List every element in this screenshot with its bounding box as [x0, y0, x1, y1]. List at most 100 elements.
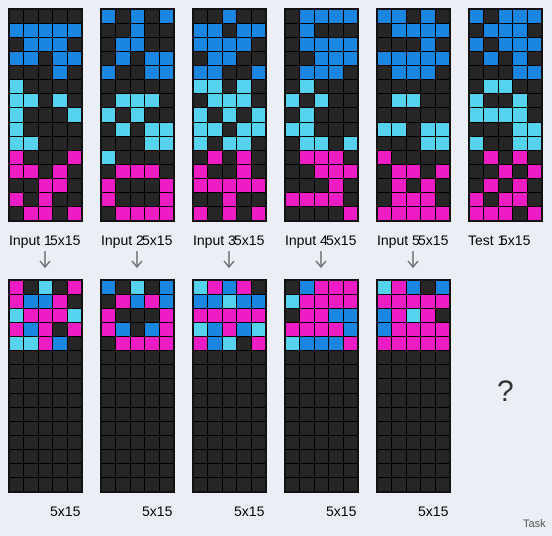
grid-cell	[116, 379, 130, 393]
grid-cell	[222, 309, 237, 323]
grid-cell	[53, 108, 67, 122]
output-grid-3	[192, 279, 267, 493]
grid-cell	[421, 164, 435, 178]
grid-cell	[343, 379, 357, 393]
grid-cell	[498, 80, 513, 94]
grid-cell	[421, 108, 435, 122]
grid-cell	[10, 323, 24, 337]
grid-cell	[378, 178, 392, 192]
grid-cell	[435, 295, 449, 309]
grid-cell	[286, 281, 300, 295]
grid-cell	[392, 178, 406, 192]
grid-cell	[421, 435, 435, 449]
grid-cell	[116, 136, 130, 150]
grid-cell	[102, 323, 116, 337]
grid-cell	[159, 463, 173, 477]
grid-cell	[435, 38, 449, 52]
grid-cell	[392, 281, 406, 295]
grid-cell	[159, 449, 173, 463]
grid-cell	[159, 295, 173, 309]
grid-cell	[116, 80, 130, 94]
grid-cell	[286, 449, 300, 463]
grid-cell	[329, 435, 343, 449]
grid-cell	[300, 421, 314, 435]
grid-cell	[24, 206, 38, 220]
grid-cell	[343, 309, 357, 323]
grid-cell	[102, 449, 116, 463]
grid-cell	[24, 122, 38, 136]
grid-cell	[484, 122, 498, 136]
grid-cell	[237, 337, 251, 351]
grid-cell	[38, 449, 53, 463]
grid-cell	[145, 463, 159, 477]
grid-cell	[102, 477, 116, 491]
grid-cell	[300, 178, 314, 192]
grid-cell	[406, 178, 421, 192]
grid-cell	[314, 435, 329, 449]
grid-cell	[513, 192, 527, 206]
grid-cell	[286, 136, 300, 150]
grid-cell	[38, 122, 53, 136]
grid-cell	[116, 38, 130, 52]
grid-cell	[10, 365, 24, 379]
grid-cell	[159, 24, 173, 38]
grid-cell	[10, 379, 24, 393]
grid-cell	[314, 379, 329, 393]
grid-cell	[484, 80, 498, 94]
grid-cell	[513, 94, 527, 108]
grid-cell	[208, 421, 222, 435]
grid-cell	[10, 463, 24, 477]
grid-cell	[484, 150, 498, 164]
grid-cell	[10, 66, 24, 80]
grid-cell	[130, 435, 145, 449]
grid-cell	[53, 295, 67, 309]
grid-cell	[300, 136, 314, 150]
grid-cell	[194, 379, 208, 393]
grid-cell	[527, 192, 541, 206]
grid-cell	[300, 407, 314, 421]
grid-cell	[300, 463, 314, 477]
grid-cell	[498, 24, 513, 38]
grid-cell	[314, 206, 329, 220]
grid-cell	[343, 421, 357, 435]
grid-cell	[435, 108, 449, 122]
grid-cell	[102, 309, 116, 323]
grid-cell	[378, 122, 392, 136]
grid-cell	[300, 365, 314, 379]
grid-cell	[145, 379, 159, 393]
grid-cell	[392, 449, 406, 463]
grid-cell	[343, 407, 357, 421]
grid-cell	[421, 477, 435, 491]
grid-cell	[130, 309, 145, 323]
grid-cell	[484, 52, 498, 66]
grid-cell	[406, 192, 421, 206]
grid-cell	[513, 122, 527, 136]
grid-cell	[145, 365, 159, 379]
grid-cell	[286, 122, 300, 136]
grid-cell	[208, 323, 222, 337]
grid-cell	[421, 206, 435, 220]
grid-cell	[67, 80, 81, 94]
input-grid-1	[8, 8, 83, 222]
grid-cell	[484, 94, 498, 108]
grid-cell	[53, 178, 67, 192]
grid-cell	[343, 323, 357, 337]
grid-cell	[10, 122, 24, 136]
grid-cell	[300, 295, 314, 309]
grid-cell	[435, 10, 449, 24]
grid-cell	[10, 150, 24, 164]
grid-cell	[314, 94, 329, 108]
grid-cell	[286, 164, 300, 178]
grid-cell	[116, 94, 130, 108]
grid-cell	[38, 136, 53, 150]
grid-cell	[406, 379, 421, 393]
grid-cell	[378, 150, 392, 164]
grid-cell	[392, 122, 406, 136]
grid-cell	[208, 178, 222, 192]
grid-cell	[251, 351, 265, 365]
grid-cell	[53, 80, 67, 94]
grid-cell	[145, 122, 159, 136]
grid-cell	[53, 136, 67, 150]
grid-cell	[194, 24, 208, 38]
grid-cell	[222, 108, 237, 122]
